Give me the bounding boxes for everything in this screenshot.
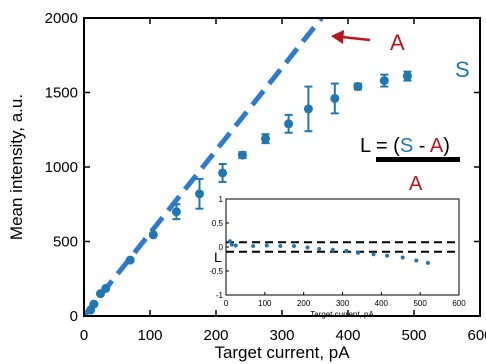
- main-y-axis-label: Mean intensity, a.u.: [7, 94, 26, 240]
- main-x-tick-label: 500: [401, 327, 426, 344]
- series-s-point: [125, 255, 135, 265]
- inset-x-axis-label: Target current, pA: [310, 310, 374, 319]
- formula-a: A: [430, 135, 444, 157]
- inset-x-tick-label: 300: [336, 299, 350, 308]
- series-s-point: [261, 134, 270, 144]
- series-s-point: [379, 76, 389, 86]
- inset-plot-frame: [225, 198, 460, 296]
- arrow-label-a: A: [390, 30, 405, 55]
- arrow-head-icon: [331, 30, 344, 44]
- main-plot-frame: [83, 17, 481, 317]
- series-s-point: [402, 71, 412, 81]
- inset-background: [226, 199, 459, 295]
- inset-point: [229, 242, 234, 247]
- inset-x-tick-label: 200: [297, 299, 311, 308]
- main-y-tick-label: 500: [53, 234, 78, 251]
- inset-point: [356, 250, 361, 255]
- formula-denominator: A: [409, 173, 423, 195]
- main-x-tick-label: 200: [203, 327, 228, 344]
- main-x-tick-label: 100: [137, 327, 162, 344]
- inset-point: [278, 244, 283, 249]
- inset-y-tick-label: 0: [219, 243, 224, 252]
- series-s-point: [148, 230, 158, 240]
- inset-point: [305, 245, 310, 250]
- inset-x-tick-label: 0: [224, 299, 229, 308]
- inset-point: [385, 253, 390, 258]
- main-y-tick-label: 0: [70, 308, 78, 325]
- series-s-point: [237, 150, 247, 160]
- main-x-axis-label: Target current, pA: [214, 343, 350, 362]
- series-s-point: [353, 82, 363, 92]
- inset-x-tick-label: 600: [452, 299, 466, 308]
- inset-x-tick-label: 100: [258, 299, 272, 308]
- inset-point: [400, 255, 405, 260]
- formula-s: S: [400, 135, 413, 157]
- inset-point: [233, 243, 238, 248]
- inset-point: [264, 243, 269, 248]
- arrow-line: [341, 35, 371, 42]
- inset-point: [371, 252, 376, 257]
- inset-x-tick-label: 500: [413, 299, 427, 308]
- inset-y-tick-label: -0.5: [209, 267, 223, 276]
- inset-plot: 0 100 200 300 400 500 600 -1 -0.5 0 0.5 1 Target cu…: [209, 195, 466, 319]
- main-x-tick-label: 300: [269, 327, 294, 344]
- inset-y-tick-label: 1: [219, 195, 224, 204]
- inset-y-tick-label: 0.5: [212, 219, 224, 228]
- main-plot: 01002003004005006000500100015002000 Targ…: [7, 10, 486, 362]
- inset-point: [425, 260, 430, 265]
- inset-point: [317, 246, 322, 251]
- series-s-point: [284, 119, 294, 129]
- inset-point: [227, 239, 232, 244]
- main-x-tick-label: 600: [467, 327, 486, 344]
- series-s-point: [171, 207, 181, 217]
- formula-numerator: L = (S - A): [360, 135, 450, 157]
- formula-minus: -: [413, 135, 430, 157]
- main-y-tick-label: 1500: [45, 85, 78, 102]
- series-s-point: [330, 93, 340, 103]
- main-y-tick-label: 2000: [45, 10, 78, 27]
- formula-close: ): [443, 135, 450, 157]
- series-s-point: [303, 104, 313, 114]
- series-s-point: [101, 283, 111, 293]
- series-a-dashed-line: [84, 18, 324, 316]
- inset-point: [251, 244, 256, 249]
- inset-x-tick-label: 400: [375, 299, 389, 308]
- series-s-point: [218, 168, 228, 178]
- inset-y-tick-label: -1: [216, 291, 224, 300]
- inset-point: [414, 258, 419, 263]
- annotations: A S L = (S - A) A: [331, 30, 470, 195]
- inset-y-axis-label: L: [214, 249, 222, 265]
- inset-point: [291, 244, 296, 249]
- formula-lhs: L = (: [360, 135, 400, 157]
- inset-point: [330, 247, 335, 252]
- formula-fraction-bar: [376, 157, 460, 162]
- inset-point: [344, 248, 349, 253]
- main-x-tick-label: 0: [80, 327, 88, 344]
- series-s-point: [89, 299, 99, 309]
- series-s-point: [195, 189, 204, 199]
- series-label-s: S: [455, 57, 470, 82]
- main-x-tick-label: 400: [335, 327, 360, 344]
- main-y-tick-label: 1000: [45, 159, 78, 176]
